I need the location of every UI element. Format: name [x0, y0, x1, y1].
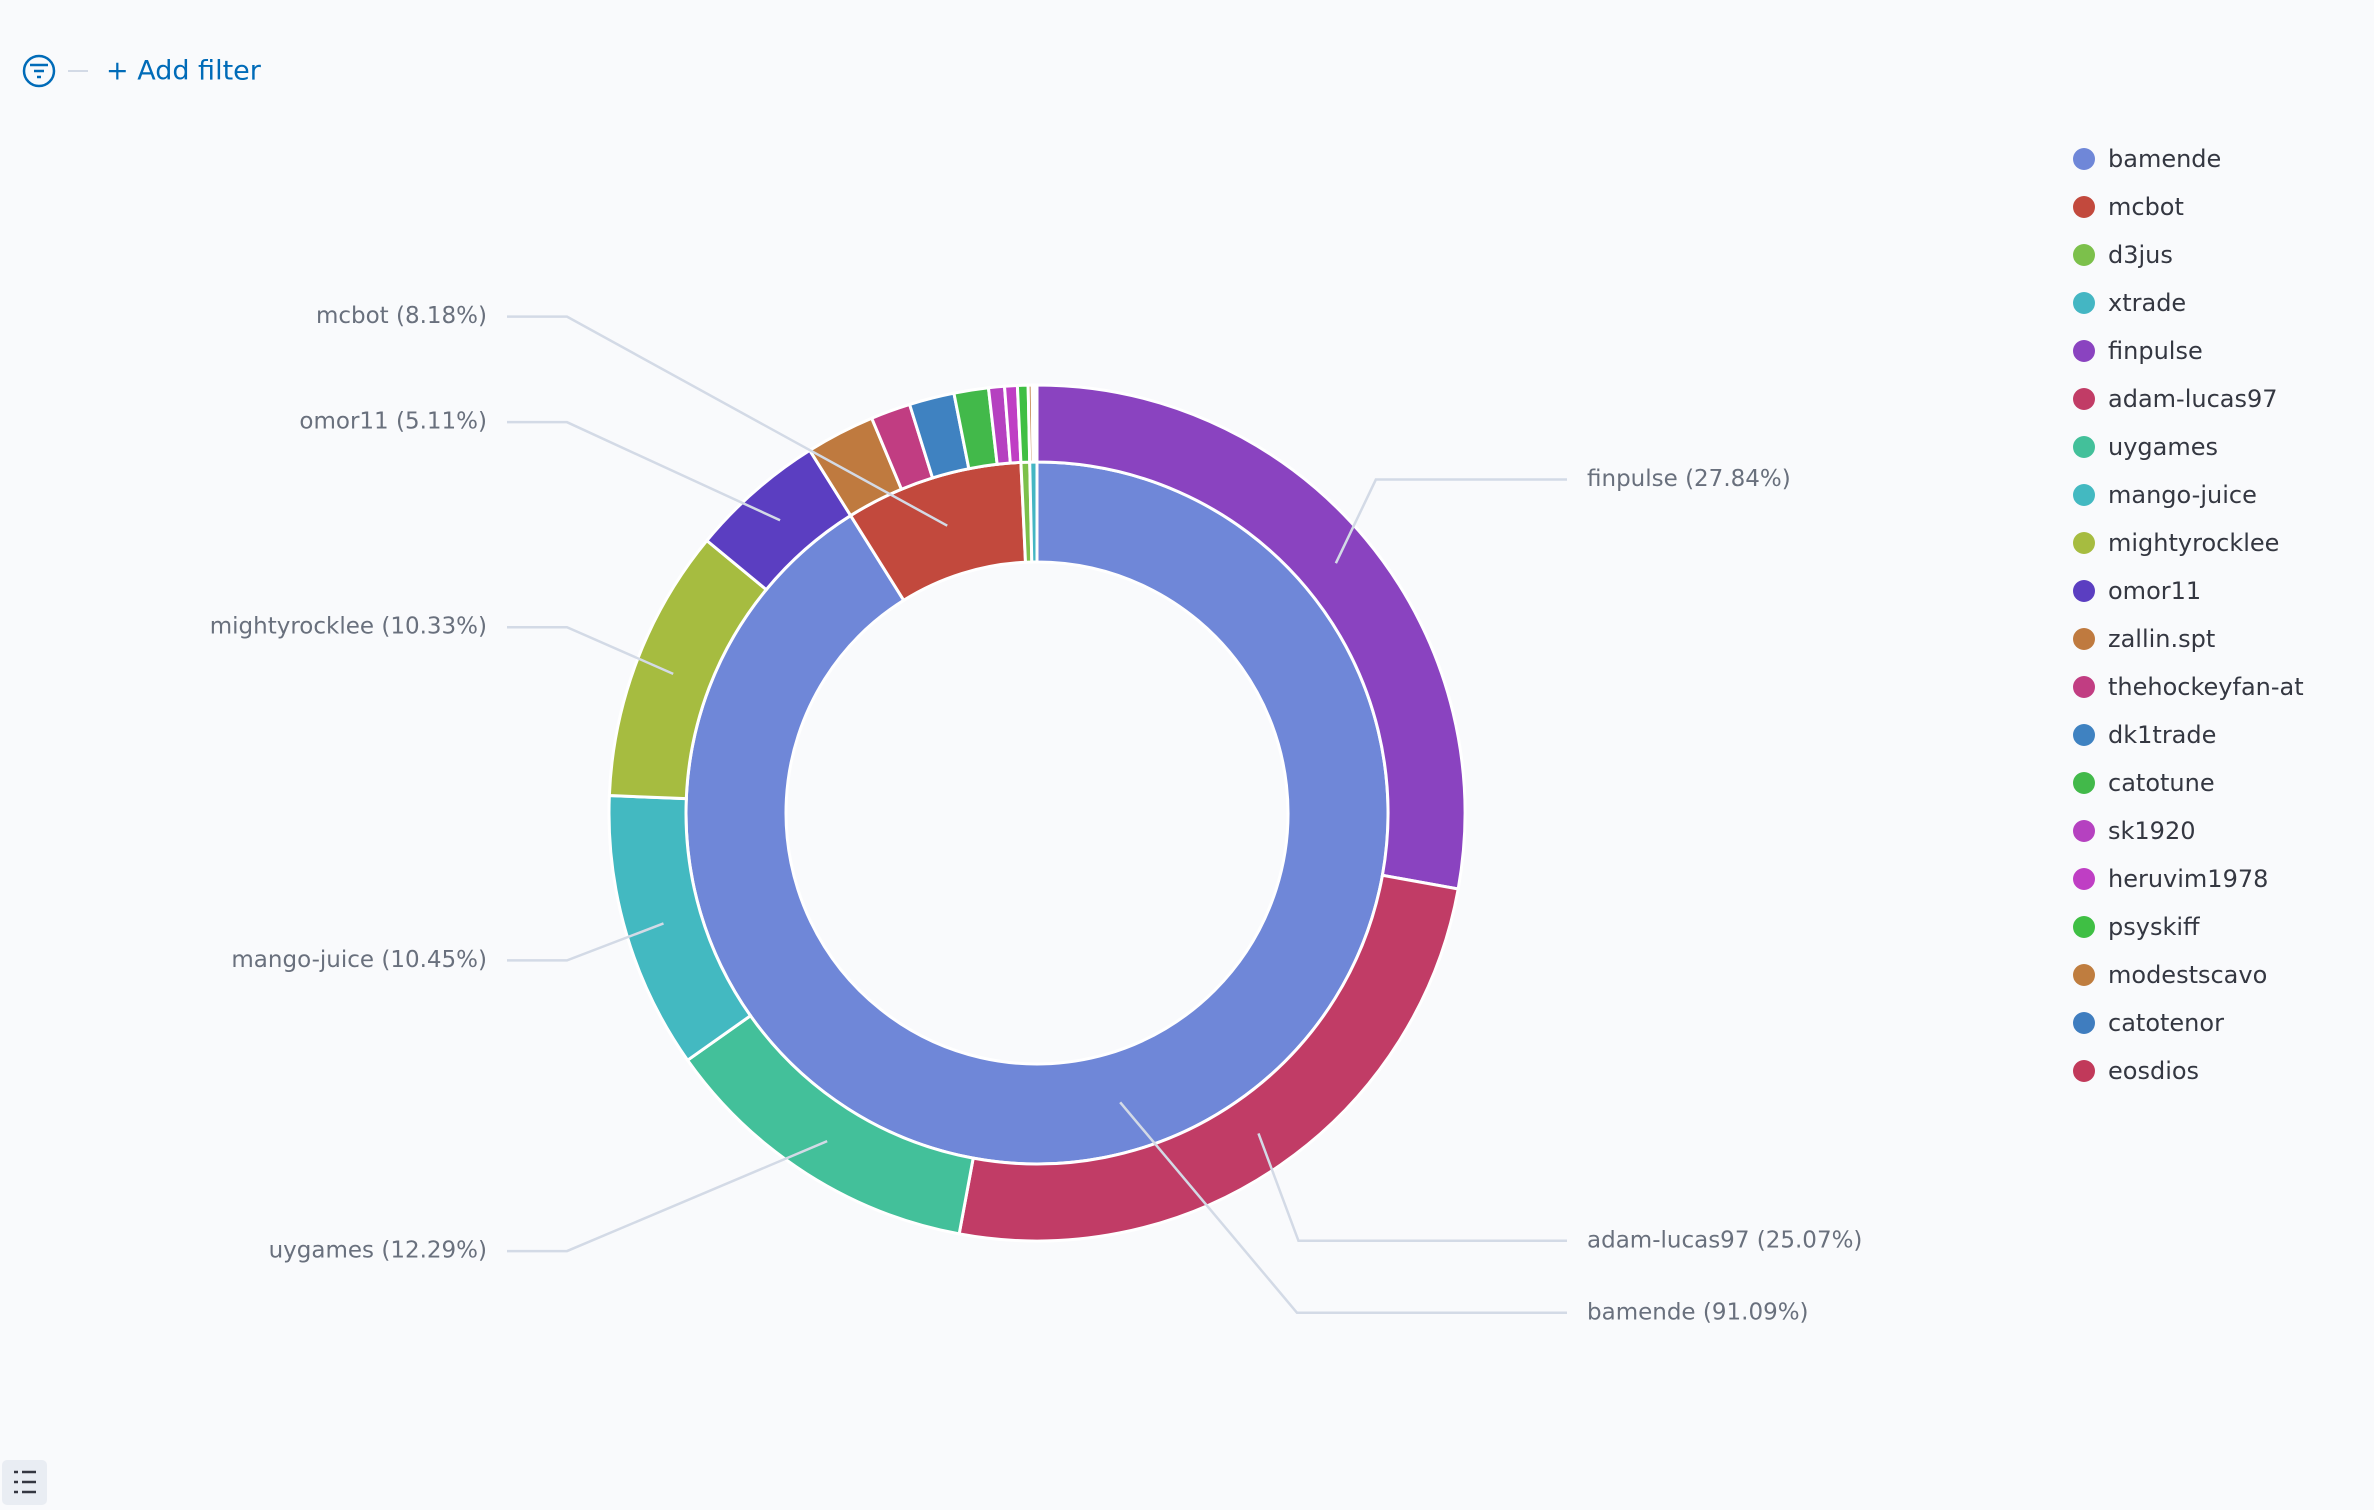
- slice: [1028, 460, 1039, 564]
- leader-line: [507, 420, 781, 522]
- legend-swatch: [2073, 340, 2095, 362]
- legend-swatch: [2073, 436, 2095, 458]
- leader-line: [507, 625, 674, 675]
- legend-label: mightyrocklee: [2108, 529, 2279, 557]
- legend-label: mcbot: [2108, 193, 2184, 221]
- legend-item[interactable]: mcbot: [2073, 193, 2184, 221]
- legend-label: catotenor: [2108, 1009, 2224, 1037]
- legend-swatch: [2073, 532, 2095, 554]
- legend-label: finpulse: [2108, 337, 2203, 365]
- add-filter[interactable]: + Add filter: [106, 56, 262, 87]
- chart: mcbot (8.18%) omor11 (5.11%) mightyrocklee…: [210, 145, 2304, 1325]
- legend-item[interactable]: eosdios: [2073, 1057, 2199, 1085]
- legend-label: zallin.spt: [2108, 625, 2215, 653]
- legend-item[interactable]: finpulse: [2073, 337, 2203, 365]
- legend-label: eosdios: [2108, 1057, 2199, 1085]
- leader-line: [507, 315, 948, 527]
- legend-swatch: [2073, 724, 2095, 746]
- legend-label: sk1920: [2108, 817, 2195, 845]
- legend-swatch: [2073, 868, 2095, 890]
- legend-label: xtrade: [2108, 289, 2186, 317]
- legend-item[interactable]: sk1920: [2073, 817, 2195, 845]
- slice-label: omor11 (5.11%): [299, 409, 487, 435]
- legend-label: bamende: [2108, 145, 2221, 173]
- legend-swatch: [2073, 964, 2095, 986]
- leader-line: [1119, 1101, 1567, 1315]
- legend-label: dk1trade: [2108, 721, 2216, 749]
- legend-label: modestscavo: [2108, 961, 2267, 989]
- slice-label: uygames (12.29%): [269, 1238, 487, 1264]
- legend-item[interactable]: heruvim1978: [2073, 865, 2268, 893]
- legend-swatch: [2073, 628, 2095, 650]
- legend-item[interactable]: bamende: [2073, 145, 2221, 173]
- legend-item[interactable]: mightyrocklee: [2073, 529, 2279, 557]
- legend-swatch: [2073, 676, 2095, 698]
- legend-item[interactable]: catotenor: [2073, 1009, 2224, 1037]
- leader-line: [1257, 1132, 1567, 1243]
- legend-item[interactable]: psyskiff: [2073, 913, 2200, 941]
- legend-item[interactable]: modestscavo: [2073, 961, 2267, 989]
- legend-swatch: [2073, 580, 2095, 602]
- slice: [1033, 383, 1039, 464]
- leader-line: [1334, 478, 1567, 564]
- legend-swatch: [2073, 820, 2095, 842]
- legend-swatch: [2073, 916, 2095, 938]
- legend-swatch: [2073, 1060, 2095, 1082]
- legend-item[interactable]: zallin.spt: [2073, 625, 2215, 653]
- legend-swatch: [2073, 484, 2095, 506]
- legend-swatch: [2073, 292, 2095, 314]
- legend-item[interactable]: d3jus: [2073, 241, 2173, 269]
- slice-label: adam-lucas97 (25.07%): [1587, 1227, 1862, 1253]
- legend-item[interactable]: dk1trade: [2073, 721, 2216, 749]
- legend-label: d3jus: [2108, 241, 2173, 269]
- legend-label: uygames: [2108, 433, 2218, 461]
- slice-label: finpulse (27.84%): [1587, 466, 1791, 492]
- legend-label: thehockeyfan-at: [2108, 673, 2304, 701]
- list-button[interactable]: [2, 1460, 47, 1505]
- legend-item[interactable]: thehockeyfan-at: [2073, 673, 2304, 701]
- legend-swatch: [2073, 1012, 2095, 1034]
- legend-label: catotune: [2108, 769, 2215, 797]
- legend-item[interactable]: adam-lucas97: [2073, 385, 2278, 413]
- slice-label: bamende (91.09%): [1587, 1299, 1809, 1325]
- legend-item[interactable]: mango-juice: [2073, 481, 2257, 509]
- legend-label: adam-lucas97: [2108, 385, 2278, 413]
- legend-swatch: [2073, 148, 2095, 170]
- leader-line: [507, 1139, 828, 1253]
- legend-item[interactable]: uygames: [2073, 433, 2218, 461]
- legend-label: omor11: [2108, 577, 2201, 605]
- legend-label: heruvim1978: [2108, 865, 2268, 893]
- legend-label: psyskiff: [2108, 913, 2200, 941]
- slice-label: mango-juice (10.45%): [231, 947, 487, 973]
- list-icon: [14, 1470, 36, 1494]
- slice-label: mcbot (8.18%): [316, 303, 487, 329]
- legend-item[interactable]: catotune: [2073, 769, 2215, 797]
- legend-swatch: [2073, 244, 2095, 266]
- filter-icon-ring: [22, 54, 56, 88]
- legend-swatch: [2073, 772, 2095, 794]
- legend-label: mango-juice: [2108, 481, 2257, 509]
- legend-item[interactable]: omor11: [2073, 577, 2201, 605]
- filter-icon[interactable]: [22, 54, 56, 88]
- legend-item[interactable]: xtrade: [2073, 289, 2186, 317]
- legend-swatch: [2073, 388, 2095, 410]
- leader-line: [507, 922, 664, 962]
- slice-label: mightyrocklee (10.33%): [210, 614, 487, 640]
- legend-swatch: [2073, 196, 2095, 218]
